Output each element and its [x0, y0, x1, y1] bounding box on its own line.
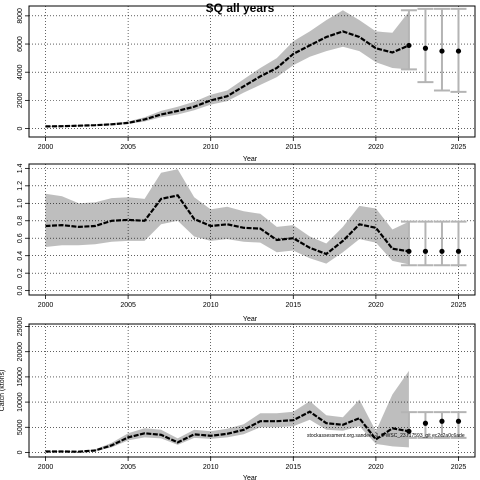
y-tick-label: 2000 — [17, 92, 24, 108]
estimate-line — [45, 410, 410, 453]
y-tick-label: 1.4 — [17, 163, 24, 173]
x-tick-label: 2010 — [203, 464, 219, 471]
x-axis-label: Year — [243, 316, 258, 323]
x-tick-label: 2010 — [203, 144, 219, 151]
x-tick-label: 2000 — [38, 302, 54, 309]
y-tick-label: 0 — [17, 127, 24, 131]
y-tick-label: 10000 — [17, 392, 24, 412]
x-tick-label: 2005 — [120, 464, 136, 471]
x-tick-label: 2015 — [286, 464, 302, 471]
x-tick-label: 2010 — [203, 302, 219, 309]
forecast-point — [406, 42, 412, 49]
estimate-line — [45, 30, 410, 128]
forecast-point — [439, 248, 445, 254]
x-tick-label: 2020 — [368, 464, 384, 471]
y-tick-label: 0.4 — [17, 251, 24, 261]
x-tick-label: 2005 — [120, 144, 136, 151]
y-tick-label: 0.6 — [17, 233, 24, 243]
forecast-point — [406, 428, 412, 434]
y-tick-label: 8000 — [17, 8, 24, 24]
x-tick-label: 2000 — [38, 144, 54, 151]
watermark-text: stockassessment.org.sandeel_1_5-WSC_23.r… — [307, 433, 465, 439]
confidence-band — [45, 370, 409, 452]
x-tick-label: 2000 — [38, 464, 54, 471]
x-tick-label: 2020 — [368, 302, 384, 309]
x-tick-label: 2015 — [286, 144, 302, 151]
y-tick-label: 15000 — [17, 367, 24, 387]
x-tick-label: 2015 — [286, 302, 302, 309]
plot-frame — [28, 5, 476, 138]
plot-frame — [28, 323, 476, 458]
forecast-point — [455, 248, 462, 254]
confidence-band — [45, 169, 409, 265]
x-tick-label: 2025 — [451, 464, 467, 471]
figure-title: SQ all years — [206, 1, 275, 15]
panel-bottom: 2000 2005 2010 2015 2020 2025 0 5000 10000 15000 2… — [0, 317, 476, 480]
y-axis-label: Catch (ktons) — [0, 370, 6, 412]
y-tick-label: 25000 — [17, 317, 24, 337]
estimate-line — [45, 194, 410, 256]
forecast-point — [439, 418, 445, 424]
forecast-point — [455, 418, 462, 424]
forecast-point — [406, 248, 412, 254]
y-tick-label: 4000 — [17, 64, 24, 80]
y-tick-label: 0.8 — [17, 216, 24, 226]
panel-top: 2000 2005 2010 2015 2020 2025 0 2000 4000 6000 800… — [17, 5, 476, 163]
forecast-point — [422, 420, 429, 426]
x-tick-label: 2025 — [451, 144, 467, 151]
forecast-point — [439, 48, 445, 54]
confidence-band — [45, 10, 409, 127]
panel-middle: 2000 2005 2010 2015 2020 2025 0.0 0.2 0.4 0.6 0.8 1… — [17, 163, 476, 323]
y-tick-label: 6000 — [17, 36, 24, 52]
y-tick-label: 5000 — [17, 419, 24, 435]
x-axis-label: Year — [243, 156, 258, 163]
chart-panels: 2000 2005 2010 2015 2020 2025 0 2000 4000 6000 800… — [0, 5, 476, 480]
y-tick-label: 0.0 — [17, 286, 24, 296]
plot-frame — [28, 163, 476, 296]
y-tick-label: 1.2 — [17, 181, 24, 191]
x-axis-label: Year — [243, 475, 258, 480]
forecast-point — [422, 45, 429, 51]
x-tick-label: 2025 — [451, 302, 467, 309]
y-tick-label: 0 — [17, 450, 24, 454]
y-tick-label: 1.0 — [17, 198, 24, 208]
forecast-point — [455, 48, 462, 54]
x-tick-label: 2005 — [120, 302, 136, 309]
x-tick-label: 2020 — [368, 144, 384, 151]
forecast-point — [422, 248, 429, 254]
y-tick-label: 20000 — [17, 342, 24, 362]
y-tick-label: 0.2 — [17, 268, 24, 278]
